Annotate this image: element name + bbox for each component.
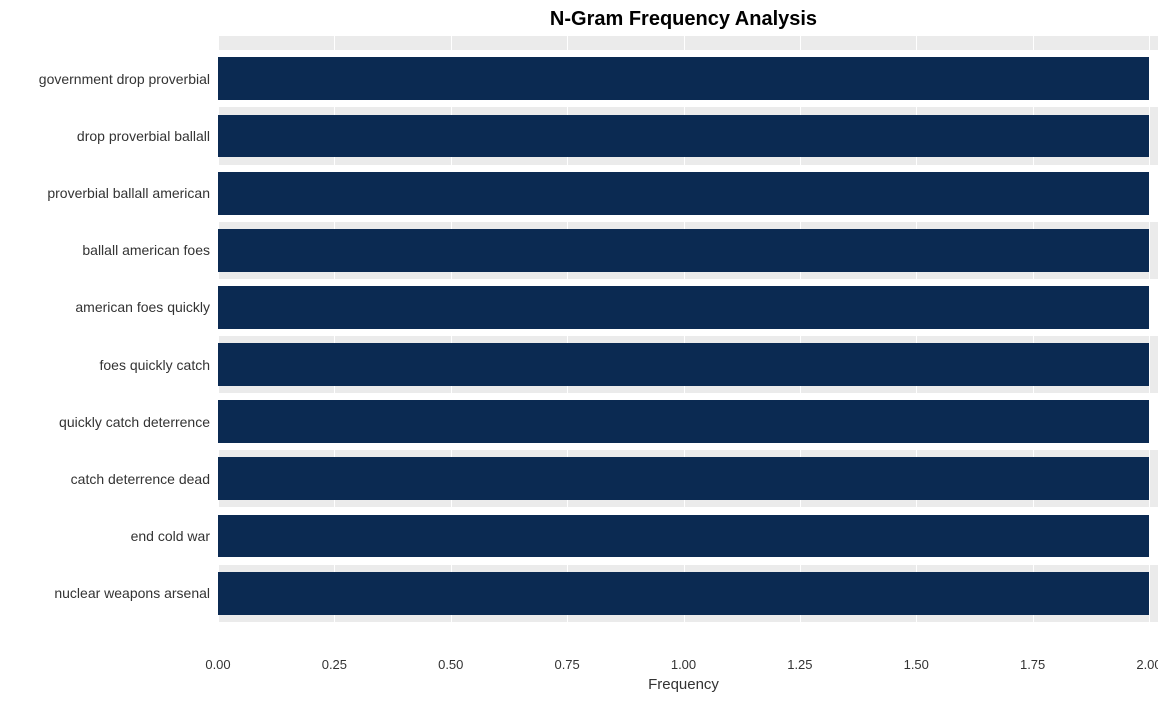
x-tick-label: 1.25 xyxy=(787,657,812,672)
plot-stripe xyxy=(218,622,1158,636)
bar xyxy=(218,172,1149,215)
y-axis-labels: government drop proverbial drop proverbia… xyxy=(0,36,218,636)
x-tick-label: 0.00 xyxy=(205,657,230,672)
y-tick-label: ballall american foes xyxy=(82,242,210,258)
bar xyxy=(218,515,1149,558)
y-tick-label: catch deterrence dead xyxy=(71,471,210,487)
bar xyxy=(218,286,1149,329)
bar xyxy=(218,343,1149,386)
y-tick-label: foes quickly catch xyxy=(100,357,211,373)
chart-title: N-Gram Frequency Analysis xyxy=(218,8,1149,31)
x-tick-label: 1.50 xyxy=(904,657,929,672)
bar xyxy=(218,229,1149,272)
x-axis-title: Frequency xyxy=(218,676,1149,693)
chart-container: N-Gram Frequency Analysis government dro… xyxy=(0,0,1158,701)
y-tick-label: drop proverbial ballall xyxy=(77,128,210,144)
y-tick-label: quickly catch deterrence xyxy=(59,414,210,430)
y-tick-label: proverbial ballall american xyxy=(47,185,210,201)
x-tick-label: 0.75 xyxy=(554,657,579,672)
plot-area xyxy=(218,36,1149,636)
y-tick-label: american foes quickly xyxy=(75,299,210,315)
y-tick-label: nuclear weapons arsenal xyxy=(54,585,210,601)
x-tick-label: 1.00 xyxy=(671,657,696,672)
bar xyxy=(218,400,1149,443)
x-tick-label: 0.50 xyxy=(438,657,463,672)
bar xyxy=(218,115,1149,158)
bar xyxy=(218,572,1149,615)
x-tick-label: 2.00 xyxy=(1136,657,1158,672)
bar xyxy=(218,457,1149,500)
plot-stripe xyxy=(218,36,1158,50)
plot-inner xyxy=(218,36,1158,636)
y-tick-label: end cold war xyxy=(131,528,210,544)
y-tick-label: government drop proverbial xyxy=(39,71,210,87)
bar xyxy=(218,57,1149,100)
x-tick-label: 1.75 xyxy=(1020,657,1045,672)
x-tick-label: 0.25 xyxy=(322,657,347,672)
x-gridline xyxy=(1149,36,1150,636)
